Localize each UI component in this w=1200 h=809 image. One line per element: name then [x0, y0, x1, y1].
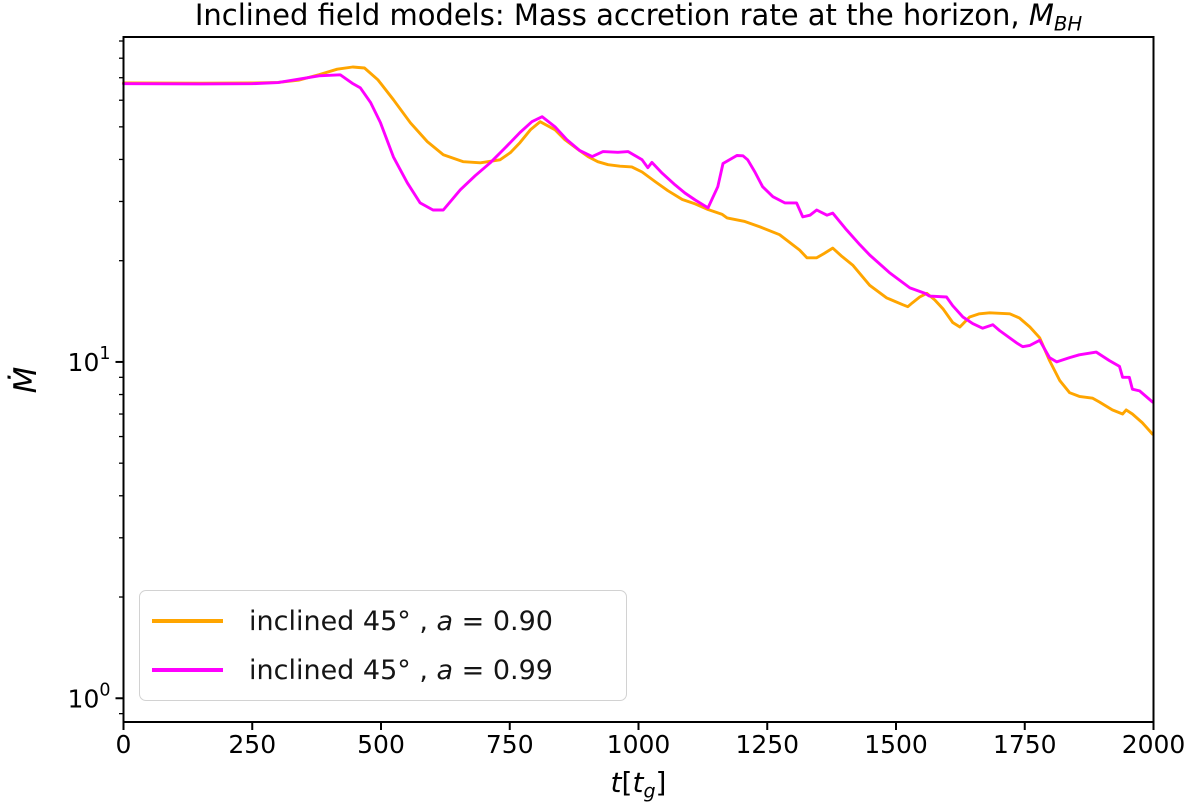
- x-tick-label: 0: [116, 730, 132, 759]
- x-tick-label: 1000: [607, 730, 671, 759]
- legend-line-sample-magenta: [152, 668, 223, 672]
- y-tick-label: 100: [68, 680, 111, 713]
- y-tick-label: 101: [68, 344, 111, 377]
- x-tick-label: 500: [357, 730, 405, 759]
- x-tick-label: 750: [486, 730, 534, 759]
- legend-label: inclined 45° , a = 0.99: [249, 654, 553, 686]
- legend-label: inclined 45° , a = 0.90: [249, 605, 553, 637]
- series-line-1: [122, 73, 1154, 404]
- x-tick-label: 2000: [1122, 730, 1186, 759]
- legend-line-sample-orange: [152, 619, 223, 623]
- legend-entry: inclined 45° , a = 0.90: [152, 603, 626, 639]
- x-tick-label: 1250: [735, 730, 799, 759]
- series-line-0: [122, 65, 1154, 436]
- chart-title: Inclined field models: Mass accretion ra…: [123, 0, 1154, 37]
- x-tick-label: 250: [228, 730, 276, 759]
- x-tick-label: 1750: [993, 730, 1057, 759]
- plot-area: 0 250 500 750 1000 1250 1500 1750 2000 100 101: [68, 36, 1186, 759]
- y-axis-label: Ṁ: [8, 366, 44, 394]
- x-axis-label: t[tg]: [610, 766, 667, 803]
- legend: inclined 45° , a = 0.90 inclined 45° , a…: [139, 590, 627, 701]
- chart-title-math-var: M: [1028, 0, 1054, 32]
- chart-title-math-sub: BH: [1053, 12, 1083, 36]
- legend-entry: inclined 45° , a = 0.99: [152, 652, 626, 688]
- chart-title-text: Inclined field models: Mass accretion ra…: [194, 0, 1029, 32]
- x-tick-label: 1500: [864, 730, 928, 759]
